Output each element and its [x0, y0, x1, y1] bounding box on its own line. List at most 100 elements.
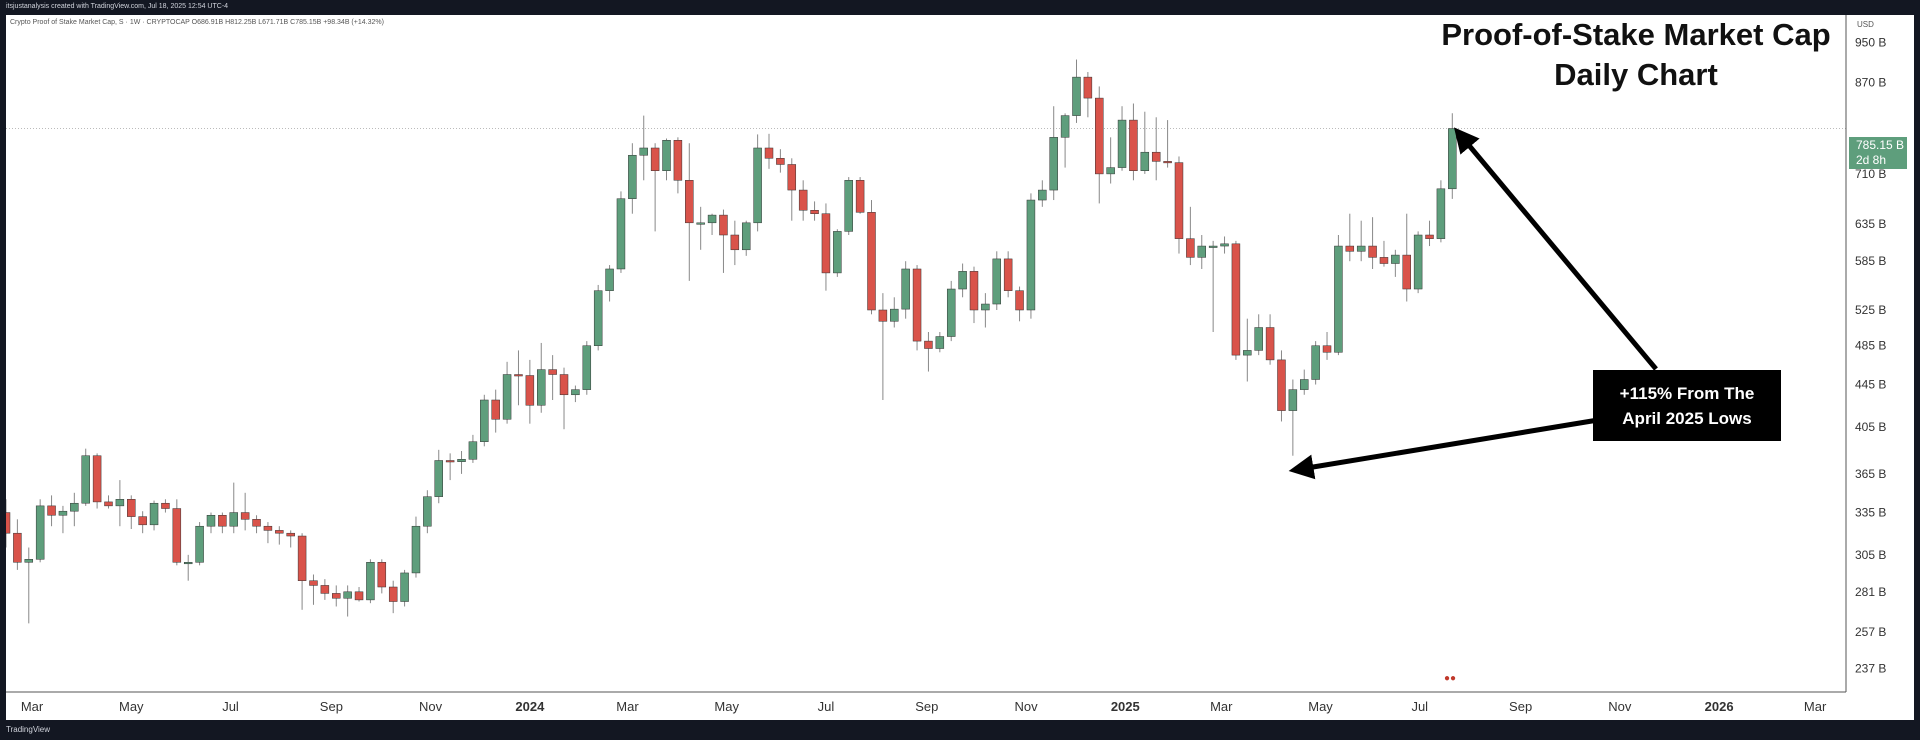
candle-body: [912, 268, 922, 342]
candle-body: [616, 198, 626, 270]
arrow-to-peak: [1453, 127, 1658, 371]
y-tick-label: 305 B: [1855, 548, 1886, 562]
candle-body: [286, 532, 295, 537]
candle-body: [1140, 151, 1150, 171]
candle-body: [514, 374, 523, 377]
candle-body: [149, 502, 159, 526]
candle-body: [6, 512, 11, 534]
x-tick-label: Nov: [419, 699, 443, 714]
candle-body: [855, 180, 865, 213]
candle-body: [1391, 254, 1400, 264]
y-tick-label: 257 B: [1855, 625, 1886, 639]
candle-body: [810, 210, 819, 214]
candle-body: [47, 505, 56, 516]
annotation-arrows: [1288, 127, 1658, 480]
chart-panel[interactable]: 237 B 257 B 281 B 305 B 335 B 365 B 405 B 445 B…: [6, 15, 1914, 720]
candle-body: [1072, 76, 1081, 116]
current-price-value: 785.15 B: [1856, 138, 1905, 152]
candle-body: [343, 591, 352, 599]
candle-body: [707, 214, 717, 224]
candle-body: [252, 519, 261, 527]
x-tick-label: Sep: [915, 699, 938, 714]
x-tick-label: Mar: [21, 699, 44, 714]
candle-body: [1151, 151, 1161, 162]
candle-body: [377, 562, 387, 588]
price-chart[interactable]: 237 B 257 B 281 B 305 B 335 B 365 B 405 B 445 B…: [6, 15, 1914, 720]
candle-body: [833, 231, 842, 274]
y-tick-label: 335 B: [1855, 506, 1886, 520]
candle-body: [491, 399, 500, 420]
candle-body: [1311, 345, 1320, 380]
symbol-info-line: Crypto Proof of Stake Market Cap, S · 1W…: [10, 19, 384, 26]
candle-body: [423, 496, 432, 527]
candle-body: [354, 591, 364, 601]
candle-body: [901, 268, 910, 310]
candle-body: [1425, 234, 1434, 239]
candle-body: [172, 508, 182, 563]
y-tick-label: 710 B: [1855, 167, 1886, 181]
candle-body: [650, 147, 660, 171]
x-tick-label: 2026: [1705, 699, 1734, 714]
candle-body: [81, 455, 90, 504]
x-tick-label: Nov: [1014, 699, 1038, 714]
candle-body: [673, 140, 683, 181]
candle-body: [1220, 243, 1229, 247]
candle-body: [218, 514, 227, 527]
x-tick-label: May: [1308, 699, 1333, 714]
candle-body: [1402, 254, 1411, 290]
candle-body: [183, 562, 193, 565]
candle-body: [400, 572, 409, 602]
candle-body: [582, 345, 592, 390]
candle-body: [593, 290, 603, 346]
candle-body: [821, 213, 831, 274]
candle-body: [537, 369, 546, 406]
candle-body: [1174, 162, 1184, 239]
y-tick-label: 365 B: [1855, 467, 1886, 481]
flag-icon[interactable]: ●●: [1444, 673, 1457, 684]
candle-body: [776, 158, 785, 165]
candle-body: [639, 147, 648, 156]
candle-body: [946, 288, 956, 337]
chart-title: Proof-of-Stake Market Cap Daily Chart: [1416, 15, 1856, 95]
candle-body: [753, 147, 762, 224]
candle-body: [1208, 245, 1218, 248]
y-tick-label: 950 B: [1855, 36, 1886, 50]
candle-body: [115, 499, 125, 507]
title-line-2: Daily Chart: [1554, 57, 1718, 92]
candle-body: [798, 189, 808, 211]
candle-body: [1106, 167, 1115, 175]
candle-body: [1049, 137, 1058, 191]
x-tick-label: Mar: [616, 699, 639, 714]
candle-body: [1038, 189, 1047, 201]
candle-body: [502, 374, 512, 420]
x-tick-label: 2025: [1111, 699, 1140, 714]
candle-body: [1117, 119, 1127, 168]
candle-body: [1003, 258, 1013, 291]
top-caption-bar: itsjustanalysis created with TradingView…: [0, 0, 1920, 15]
candle-body: [741, 222, 751, 251]
candle-body: [1300, 379, 1309, 390]
candle-body: [1356, 245, 1366, 252]
candle-body: [662, 140, 671, 171]
candle-body: [1015, 290, 1024, 311]
candle-body: [104, 501, 113, 507]
title-line-1: Proof-of-Stake Market Cap: [1441, 17, 1831, 52]
footer-bar: TradingView: [0, 720, 1920, 740]
candle-body: [263, 525, 273, 531]
candle-body: [366, 562, 375, 601]
candle-body: [388, 586, 398, 602]
candle-body: [480, 399, 489, 442]
candle-body: [161, 502, 170, 509]
y-tick-label: 635 B: [1855, 217, 1886, 231]
candle-body: [309, 580, 318, 586]
candle-body: [958, 271, 967, 290]
candle-body: [195, 525, 204, 563]
candle-body: [229, 512, 238, 527]
candle-body: [1026, 199, 1036, 311]
y-tick-label: 485 B: [1855, 339, 1886, 353]
annotation-line-1: +115% From The: [1619, 383, 1755, 403]
candle-body: [730, 234, 740, 251]
candle-body: [1243, 350, 1252, 356]
y-tick-label: 585 B: [1855, 254, 1886, 268]
x-tick-label: Jul: [1411, 699, 1428, 714]
